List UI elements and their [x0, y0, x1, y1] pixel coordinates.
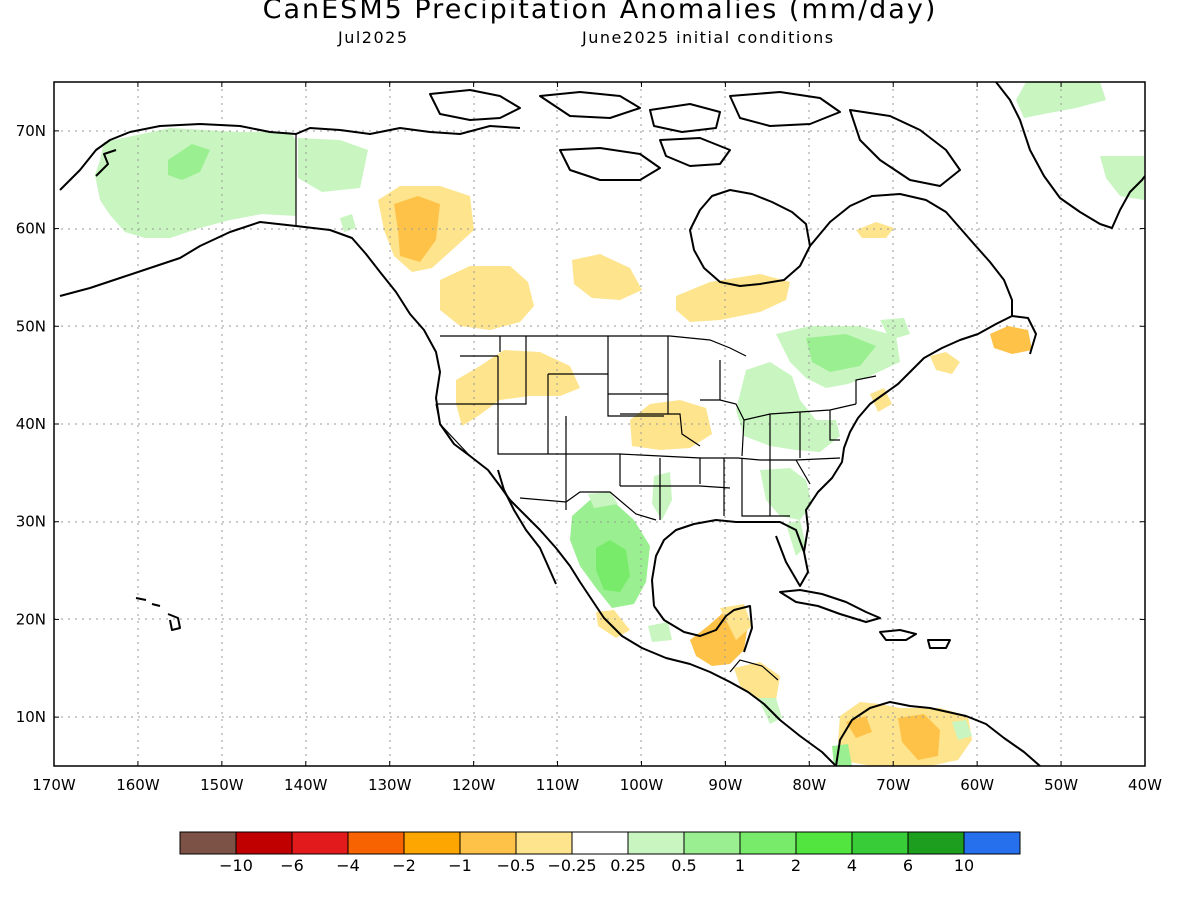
anomaly-region-alaska	[95, 128, 296, 238]
colorbar-swatch	[403, 831, 461, 855]
anomaly-region-greenland	[1016, 82, 1106, 118]
initial-conditions-label: June2025 initial conditions	[582, 28, 835, 47]
anomaly-region-kansas-missouri	[630, 400, 712, 450]
anomaly-region-saskatchewan	[572, 254, 642, 300]
axis-ticks	[53, 82, 1146, 766]
anomaly-region-yukon	[298, 138, 368, 192]
longitude-label: 140W	[284, 776, 328, 794]
political-borders	[295, 134, 877, 681]
colorbar-label: 0.5	[671, 856, 697, 875]
anomaly-region-southeast-us	[760, 468, 812, 520]
colorbar-label: −6	[280, 856, 304, 875]
colorbar-swatch	[851, 831, 909, 855]
anomaly-region-mexico-core	[596, 540, 630, 592]
colorbar-swatch	[963, 831, 1021, 855]
colorbar-label: 4	[846, 856, 858, 875]
longitude-label: 150W	[200, 776, 244, 794]
anomaly-region-northern-ontario	[676, 274, 790, 322]
anomaly-region-southern-bc	[440, 266, 534, 330]
colorbar-label: −10	[219, 856, 253, 875]
anomaly-region-ohio-valley	[736, 362, 840, 452]
colorbar-label: 1	[734, 856, 746, 875]
longitude-label: 100W	[620, 776, 664, 794]
colorbar-swatch	[459, 831, 517, 855]
latitude-labels: 10N 20N 30N 40N 50N 60N 70N	[16, 122, 46, 726]
colorbar	[179, 831, 1021, 855]
latitude-label: 40N	[16, 415, 46, 433]
colorbar-swatch	[571, 831, 629, 855]
longitude-label: 130W	[368, 776, 412, 794]
longitude-label: 70W	[876, 776, 910, 794]
colorbar-swatch	[515, 831, 573, 855]
map-title: CanESM5 Precipitation Anomalies (mm/day)	[262, 0, 938, 25]
anomaly-region-newfoundland	[990, 326, 1032, 354]
colorbar-swatch	[739, 831, 797, 855]
latitude-label: 10N	[16, 708, 46, 726]
latitude-label: 60N	[16, 220, 46, 238]
longitude-label: 90W	[708, 776, 742, 794]
latitude-label: 50N	[16, 317, 46, 335]
anomaly-region-idaho-oregon	[456, 350, 580, 426]
colorbar-label: −0.5	[496, 856, 536, 875]
colorbar-swatch	[907, 831, 965, 855]
latitude-label: 30N	[16, 513, 46, 531]
colorbar-swatch	[795, 831, 853, 855]
longitude-label: 80W	[792, 776, 826, 794]
colorbar-swatch	[347, 831, 405, 855]
longitude-label: 160W	[116, 776, 160, 794]
graticule	[54, 82, 1145, 766]
latitude-label: 70N	[16, 122, 46, 140]
longitude-label: 60W	[960, 776, 994, 794]
colorbar-label: −4	[336, 856, 360, 875]
anomaly-region-northern-bc-core	[394, 196, 440, 262]
colorbar-swatch	[235, 831, 293, 855]
colorbar-label: −2	[392, 856, 416, 875]
colorbar-label: 6	[902, 856, 914, 875]
longitude-label: 40W	[1128, 776, 1162, 794]
colorbar-label: −0.25	[547, 856, 597, 875]
anomaly-region-alaska-core	[168, 144, 210, 180]
anomaly-shading	[95, 82, 1144, 766]
longitude-label: 170W	[32, 776, 76, 794]
colorbar-swatch	[291, 831, 349, 855]
colorbar-swatch	[683, 831, 741, 855]
colorbar-swatch	[179, 831, 237, 855]
longitude-labels: 170W 160W 150W 140W 130W 120W 110W 100W 90W 80W 70…	[32, 776, 1162, 794]
colorbar-label: 10	[953, 856, 975, 875]
longitude-label: 110W	[536, 776, 580, 794]
longitude-label: 120W	[452, 776, 496, 794]
colorbar-label: −1	[448, 856, 472, 875]
valid-month-label: Jul2025	[338, 28, 409, 47]
colorbar-label: 2	[790, 856, 802, 875]
colorbar-swatch	[627, 831, 685, 855]
colorbar-label: 0.25	[610, 856, 646, 875]
coastlines	[59, 82, 1145, 766]
latitude-label: 20N	[16, 610, 46, 628]
longitude-label: 50W	[1044, 776, 1078, 794]
